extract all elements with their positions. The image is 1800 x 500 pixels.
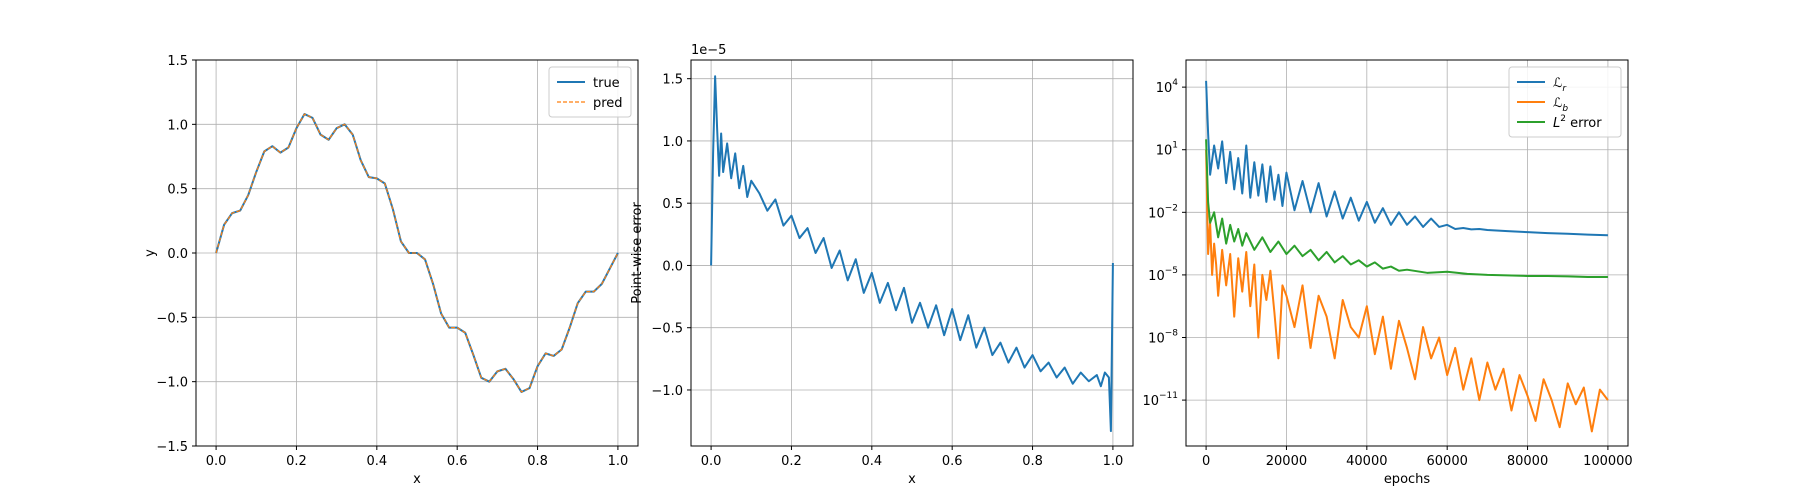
panel-3-ytick-exp-4: 1 bbox=[1172, 141, 1178, 151]
panel-1-ytick-label-2: −0.5 bbox=[156, 311, 188, 326]
panel-3-ytick-base-5: 10 bbox=[1156, 81, 1173, 96]
panel-2-frame bbox=[690, 59, 1134, 447]
panel-1-xtick-label-5: 1.0 bbox=[608, 454, 629, 469]
panel-2-xtick-label-4: 0.8 bbox=[1022, 454, 1043, 469]
panel-3-ytick-base-1: 10 bbox=[1148, 332, 1165, 347]
panel-3-legend-label-2: ℒb bbox=[1553, 96, 1568, 114]
panel-3-series-2 bbox=[1205, 149, 1609, 433]
panel-3-xlabel: epochs bbox=[1384, 472, 1431, 487]
panel-1-function-plot: x y 0.0 0.2 0.4 0.6 0.8 1.0 −1.5 −1.0 −0.5 0.0 0.5… bbox=[143, 54, 639, 487]
panel-1-xtick-label-0: 0.0 bbox=[206, 454, 227, 469]
panel-3-series-1 bbox=[1205, 80, 1608, 237]
panel-3-series-3 bbox=[1205, 139, 1608, 278]
panel-3-ytick-label-3: 10−2 bbox=[1148, 203, 1178, 221]
panel-3-ytick-base-0: 10 bbox=[1142, 394, 1159, 409]
panel-1-ytick-label-3: 0.0 bbox=[167, 247, 188, 262]
panel-2-error-plot: x Point-wise error 1e−5 0.0 0.2 0.4 0.6 0.8 1… bbox=[630, 43, 1134, 487]
panel-2-ytick-label-1: −0.5 bbox=[651, 322, 683, 337]
panel-1-xtick-label-3: 0.6 bbox=[447, 454, 468, 469]
panel-1-ytick-label-1: −1.0 bbox=[156, 376, 188, 391]
panel-2-ytick-label-2: 0.0 bbox=[662, 259, 683, 274]
panel-3-ytick-exp-3: −2 bbox=[1165, 203, 1178, 213]
panel-3-ytick-base-3: 10 bbox=[1148, 206, 1165, 221]
panel-3-ytick-label-4: 101 bbox=[1156, 141, 1178, 159]
panel-3-xtick-label-5: 100000 bbox=[1583, 454, 1633, 469]
panel-1-legend-label-2: pred bbox=[593, 96, 623, 111]
panel-1-xtick-label-2: 0.4 bbox=[366, 454, 387, 469]
panel-3-legend-box bbox=[1508, 66, 1622, 138]
panel-2-ylabel: Point-wise error bbox=[630, 202, 645, 304]
panel-2-ytick-label-0: −1.0 bbox=[651, 384, 683, 399]
legend-name: true bbox=[593, 76, 620, 91]
panel-2-xtick-label-2: 0.4 bbox=[861, 454, 882, 469]
panel-3-frame bbox=[1185, 59, 1629, 447]
panel-1-xtick-label-1: 0.2 bbox=[286, 454, 307, 469]
panel-2-offset-text: 1e−5 bbox=[691, 43, 726, 58]
panel-1-ytick-label-5: 1.0 bbox=[167, 118, 188, 133]
panel-2-ytick-label-3: 0.5 bbox=[662, 197, 683, 212]
panel-3-xtick-label-2: 40000 bbox=[1346, 454, 1387, 469]
panel-2-xtick-label-0: 0.0 bbox=[701, 454, 722, 469]
legend-name: ℒ bbox=[1553, 76, 1562, 91]
panel-3-ytick-exp-5: 4 bbox=[1172, 78, 1178, 88]
panel-3-loss-plot: epochs 0 20000 40000 60000 80000 10000010−111… bbox=[1142, 59, 1633, 487]
legend-name-tail: error bbox=[1566, 116, 1602, 131]
panel-3-ytick-exp-2: −5 bbox=[1165, 266, 1178, 276]
legend-name-sub: b bbox=[1562, 104, 1568, 114]
panel-3-xtick-label-1: 20000 bbox=[1266, 454, 1307, 469]
panel-3-legend-label-3: L2 error bbox=[1553, 114, 1602, 131]
panel-1-legend: true pred bbox=[548, 66, 632, 118]
panel-1-ytick-label-4: 0.5 bbox=[167, 183, 188, 198]
legend-name: L bbox=[1553, 116, 1560, 131]
panel-3-ytick-base-2: 10 bbox=[1148, 269, 1165, 284]
panel-3-xtick-label-4: 80000 bbox=[1507, 454, 1548, 469]
panel-3-xtick-label-0: 0 bbox=[1202, 454, 1210, 469]
panel-2-xtick-label-5: 1.0 bbox=[1103, 454, 1124, 469]
panel-2-xtick-label-1: 0.2 bbox=[781, 454, 802, 469]
panel-3-ytick-label-2: 10−5 bbox=[1148, 266, 1178, 284]
panel-3-ytick-label-1: 10−8 bbox=[1148, 329, 1178, 347]
panel-1-ytick-label-6: 1.5 bbox=[167, 54, 188, 69]
panel-3-ytick-label-5: 104 bbox=[1156, 78, 1179, 96]
panel-3-ytick-label-0: 10−11 bbox=[1142, 391, 1178, 409]
panel-2-series-1 bbox=[710, 75, 1114, 433]
legend-name: ℒ bbox=[1553, 96, 1562, 111]
panel-2-ytick-label-5: 1.5 bbox=[662, 73, 683, 88]
panel-3-ytick-base-4: 10 bbox=[1156, 144, 1173, 159]
panel-1-legend-label-1: true bbox=[593, 76, 620, 91]
panel-3-ytick-exp-1: −8 bbox=[1165, 329, 1179, 339]
legend-name-sup: 2 bbox=[1560, 114, 1566, 124]
panel-2-xtick-label-3: 0.6 bbox=[942, 454, 963, 469]
panel-1-ytick-label-0: −1.5 bbox=[156, 440, 188, 455]
panel-2-ytick-label-4: 1.0 bbox=[662, 135, 683, 150]
legend-name: pred bbox=[593, 96, 623, 111]
panel-3-ytick-exp-0: −11 bbox=[1159, 391, 1178, 401]
panel-1-xlabel: x bbox=[413, 472, 421, 487]
panel-3-legend-label-1: ℒr bbox=[1553, 76, 1567, 94]
panel-1-series-2 bbox=[215, 113, 619, 393]
panel-3-xtick-label-3: 60000 bbox=[1427, 454, 1468, 469]
panel-1-ylabel: y bbox=[143, 249, 158, 257]
panel-1-xtick-label-4: 0.8 bbox=[527, 454, 548, 469]
panel-1-legend-box bbox=[548, 66, 632, 118]
legend-name-sub: r bbox=[1562, 84, 1567, 94]
panel-2-xlabel: x bbox=[908, 472, 916, 487]
